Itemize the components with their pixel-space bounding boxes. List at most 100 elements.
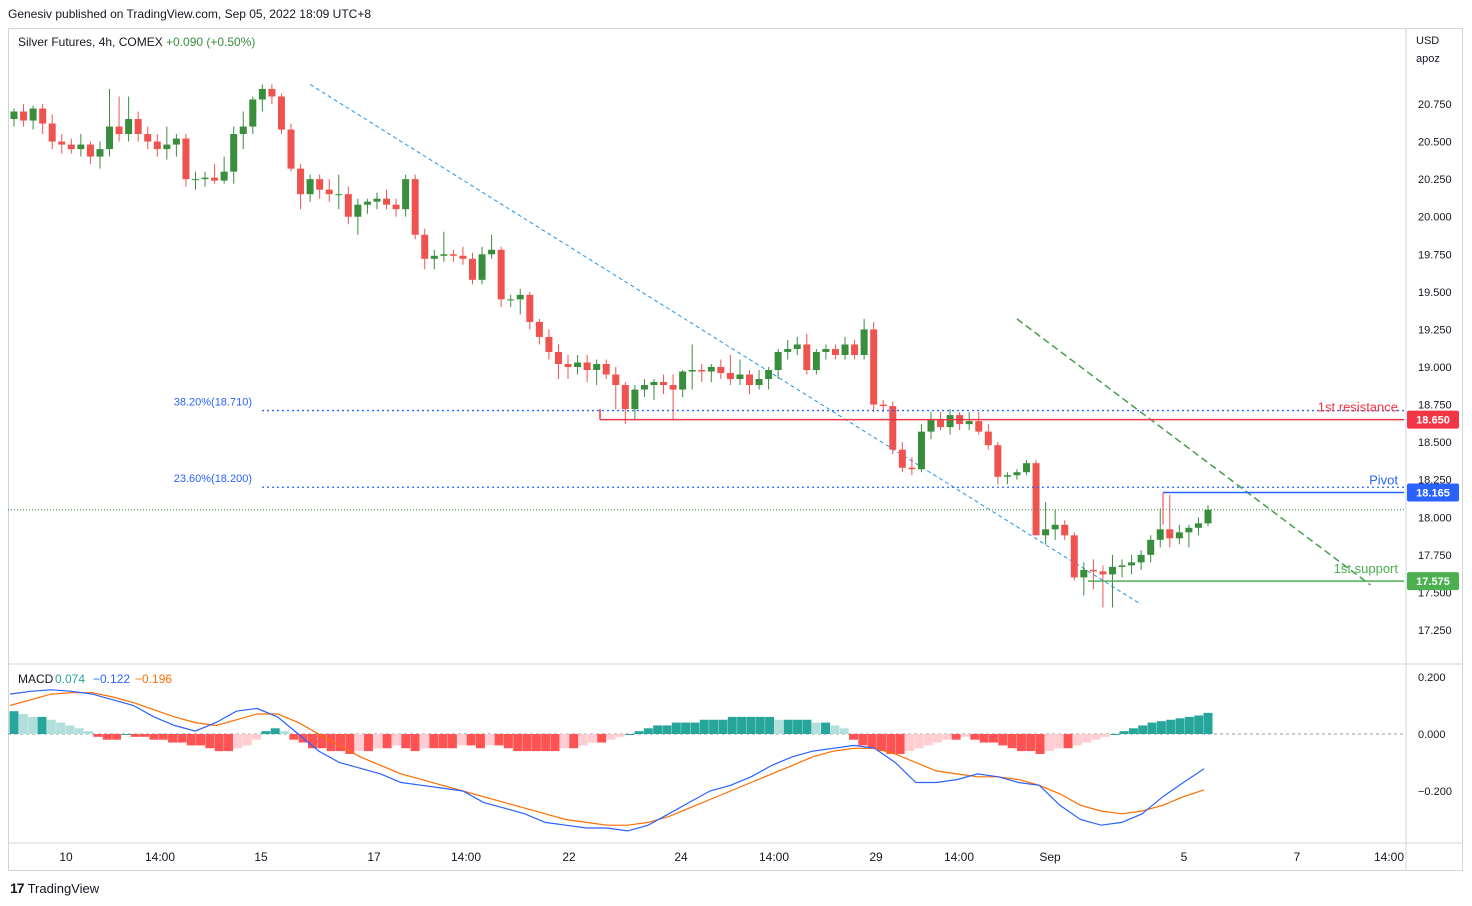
candle-body [650, 382, 658, 386]
candle-body [468, 258, 476, 280]
macd-hist-bar [261, 731, 271, 734]
candle-body [125, 119, 133, 135]
macd-hist-bar [503, 734, 513, 749]
candle-body [20, 111, 28, 121]
candle-body [106, 126, 114, 150]
macd-hist-bar [709, 719, 719, 734]
candle-body [134, 119, 142, 135]
price-tick-label: 19.500 [1418, 287, 1452, 299]
time-tick-label: 15 [254, 850, 268, 864]
candle-body [1118, 565, 1126, 567]
candle-body [1051, 524, 1059, 530]
macd-hist-bar [783, 719, 793, 734]
macd-hist-bar [755, 716, 765, 734]
candle-body [1194, 523, 1202, 528]
candle-body [975, 421, 983, 432]
macd-hist-bar [867, 734, 877, 749]
candle-body [1166, 529, 1174, 539]
candle-body [10, 111, 18, 120]
macd-hist-bar [746, 716, 756, 734]
candle-body [535, 321, 543, 337]
candle-body [660, 382, 668, 386]
candle-body [488, 249, 496, 255]
macd-hist-bar [1194, 715, 1204, 734]
price-tick-label: 19.000 [1418, 362, 1452, 374]
candle-body [411, 179, 419, 235]
macd-hist-bar [662, 725, 672, 734]
macd-hist-bar [531, 734, 541, 752]
candle-body [554, 351, 562, 364]
candle-body [1070, 535, 1078, 578]
macd-hist-bar [280, 731, 290, 734]
macd-hist-bar [830, 725, 840, 734]
macd-hist-bar [326, 734, 336, 752]
level-tag-bg [1407, 410, 1459, 429]
macd-hist-bar [1166, 719, 1176, 734]
macd-hist-bar [382, 734, 392, 749]
tradingview-brand: TradingView [27, 880, 100, 896]
candle-body [574, 362, 582, 367]
candle-body [593, 363, 601, 371]
macd-hist-bar [932, 734, 942, 743]
candle-body [478, 254, 486, 280]
candle-body [172, 138, 180, 145]
macd-hist-bar [1044, 734, 1054, 752]
macd-hist-bar [942, 734, 952, 740]
candle-body [86, 144, 94, 157]
candle-body [220, 171, 228, 181]
candle-body [1156, 529, 1164, 540]
macd-hist-bar [401, 734, 411, 749]
macd-hist-bar [121, 734, 131, 735]
candle-body [774, 351, 782, 371]
macd-hist-bar [578, 734, 588, 746]
macd-hist-bar [466, 734, 476, 746]
macd-hist-bar [988, 734, 998, 743]
macd-hist-bar [1156, 721, 1166, 734]
candle-body [325, 189, 333, 195]
level-name: 1st support [1334, 561, 1399, 576]
publisher-header: Genesiv published on TradingView.com, Se… [8, 7, 372, 21]
candle-body [965, 421, 973, 425]
macd-hist-bar [74, 728, 84, 734]
macd-hist-bar [84, 731, 94, 734]
price-tick-label: 18.750 [1418, 400, 1452, 412]
macd-hist-bar [158, 734, 168, 740]
macd-hist-bar [858, 734, 868, 746]
candle-body [984, 431, 992, 446]
time-tick-label: 14:00 [145, 850, 175, 864]
time-tick-label: 7 [1294, 850, 1301, 864]
candle-body [39, 108, 47, 124]
candle-body [526, 294, 534, 322]
macd-hist-bar [671, 722, 681, 734]
candle-body [583, 362, 591, 371]
macd-hist-bar [1026, 734, 1036, 752]
candle-body [679, 371, 687, 390]
macd-hist-bar [65, 725, 75, 734]
macd-hist-bar [513, 734, 523, 752]
macd-hist-bar [587, 734, 597, 743]
macd-hist-bar [1054, 734, 1064, 749]
candle-body [1185, 527, 1193, 533]
macd-hist-bar [1035, 734, 1045, 754]
level-tag: 18.165 [1416, 487, 1450, 499]
candle-body [77, 144, 85, 150]
candle-body [1023, 463, 1031, 473]
candle-body [889, 406, 897, 450]
price-tick-label: 20.750 [1418, 99, 1452, 111]
macd-hist-bar [391, 734, 401, 746]
macd-hist-bar [1147, 722, 1157, 734]
macd-hist-bar [186, 734, 196, 746]
candle-body [58, 141, 66, 145]
macd-hist-bar [1184, 716, 1194, 734]
macd-hist-bar [270, 728, 280, 734]
candle-body [602, 363, 610, 375]
candle-body [363, 201, 371, 205]
candle-body [765, 370, 773, 380]
macd-hist-bar [970, 734, 980, 740]
candle-body [1032, 463, 1040, 536]
time-tick-label: 22 [562, 850, 576, 864]
price-tick-label: 17.750 [1418, 550, 1452, 562]
macd-hist-bar [1007, 734, 1017, 749]
macd-hist-bar [1091, 734, 1101, 740]
